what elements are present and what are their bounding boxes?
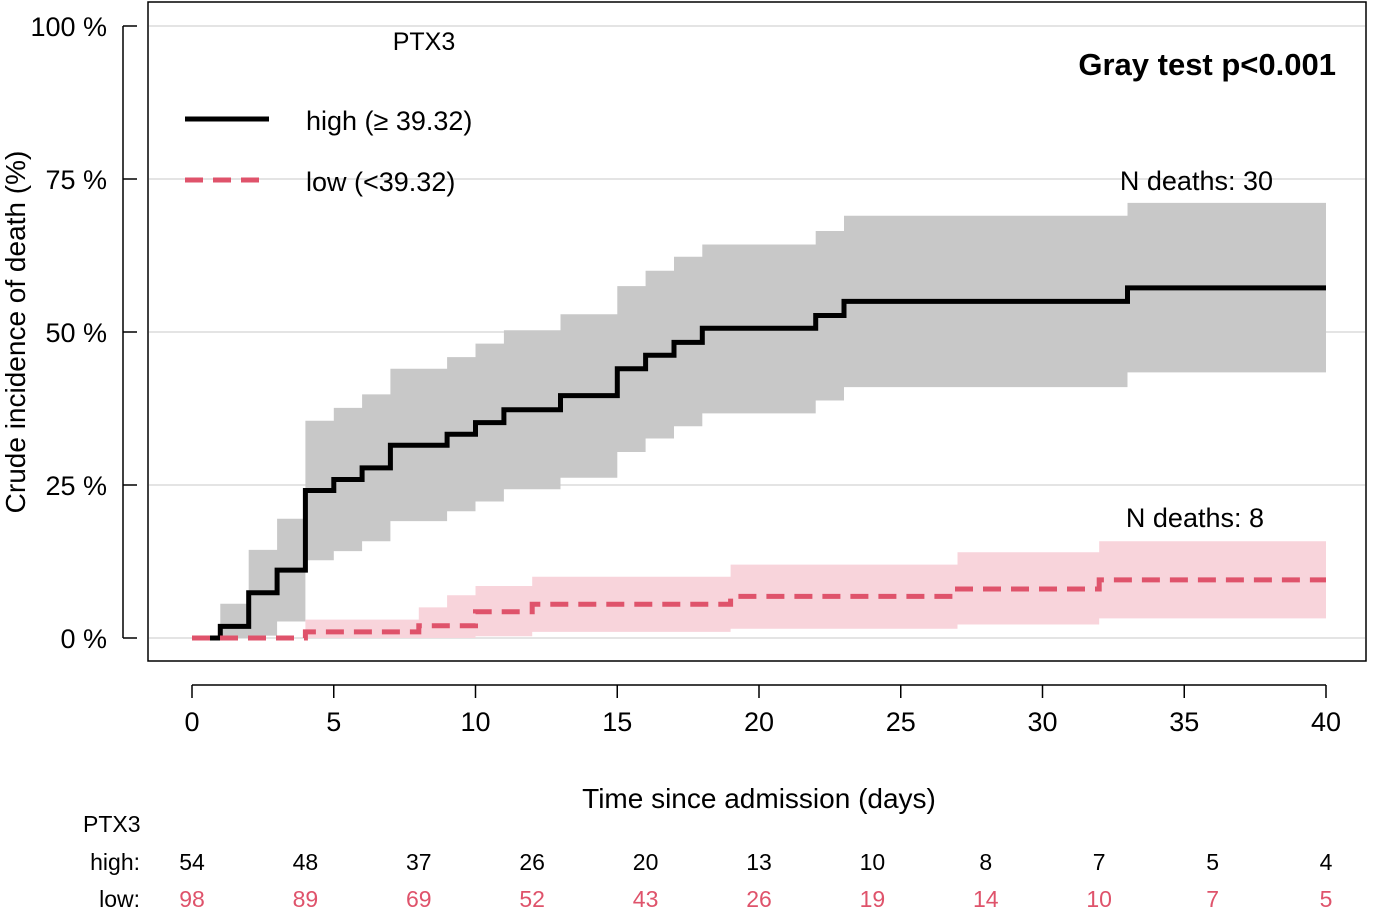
risk-cell: 98 <box>179 886 205 911</box>
x-tick-label: 15 <box>602 707 632 737</box>
x-tick-label: 30 <box>1027 707 1057 737</box>
x-tick-label: 35 <box>1169 707 1199 737</box>
incidence-line-low <box>192 577 1326 641</box>
risk-cell: 89 <box>293 886 319 911</box>
risk-cell: 52 <box>519 886 545 911</box>
x-tick-label: 0 <box>184 707 199 737</box>
risk-cell: 10 <box>1086 886 1112 911</box>
risk-row-label: high: <box>90 849 140 875</box>
y-tick-label: 100 % <box>30 12 107 42</box>
x-tick-label: 40 <box>1311 707 1341 737</box>
risk-cell: 13 <box>746 849 772 875</box>
risk-cell: 26 <box>519 849 545 875</box>
y-axis: 0 % 25 % 50 % 75 % 100 % <box>30 12 137 654</box>
y-tick-label: 25 % <box>45 471 107 501</box>
risk-cell: 54 <box>179 849 205 875</box>
risk-cell: 19 <box>860 886 886 911</box>
y-axis-label: Crude incidence of death (%) <box>0 151 31 514</box>
risk-cell: 4 <box>1320 849 1333 875</box>
risk-cell: 20 <box>633 849 659 875</box>
confidence-band-low <box>192 541 1326 638</box>
legend-high-label: high (≥ 39.32) <box>306 106 472 136</box>
x-axis: 0 5 10 15 20 25 30 35 40 <box>184 684 1341 737</box>
risk-cell: 14 <box>973 886 999 911</box>
risk-cell: 8 <box>979 849 992 875</box>
confidence-bands <box>192 202 1326 638</box>
risk-table-title: PTX3 <box>83 811 141 837</box>
risk-cell: 7 <box>1093 849 1106 875</box>
x-tick-label: 5 <box>326 707 341 737</box>
chart-title: PTX3 <box>393 28 456 56</box>
risk-cell: 5 <box>1320 886 1333 911</box>
risk-row-label: low: <box>99 886 140 911</box>
risk-cell: 69 <box>406 886 432 911</box>
low-deaths-label: N deaths: 8 <box>1126 503 1264 533</box>
risk-cell: 43 <box>633 886 659 911</box>
high-deaths-label: N deaths: 30 <box>1120 166 1273 196</box>
x-axis-label: Time since admission (days) <box>582 783 936 814</box>
plot-frame <box>147 1 1367 662</box>
incidence-line-high <box>192 285 1326 641</box>
legend-low-label: low (<39.32) <box>306 167 455 197</box>
legend: high (≥ 39.32) low (<39.32) <box>185 106 472 197</box>
risk-cell: 37 <box>406 849 432 875</box>
x-tick-label: 10 <box>460 707 490 737</box>
risk-cell: 26 <box>746 886 772 911</box>
incidence-lines <box>192 285 1326 641</box>
x-tick-label: 25 <box>886 707 916 737</box>
risk-cell: 10 <box>860 849 886 875</box>
confidence-band-high <box>192 202 1326 638</box>
gray-test-annotation: Gray test p<0.001 <box>1078 47 1336 82</box>
y-tick-label: 75 % <box>45 165 107 195</box>
risk-cell: 48 <box>293 849 319 875</box>
risk-cell: 7 <box>1206 886 1219 911</box>
x-tick-label: 20 <box>744 707 774 737</box>
risk-cell: 5 <box>1206 849 1219 875</box>
y-tick-label: 0 % <box>60 624 107 654</box>
y-tick-label: 50 % <box>45 318 107 348</box>
